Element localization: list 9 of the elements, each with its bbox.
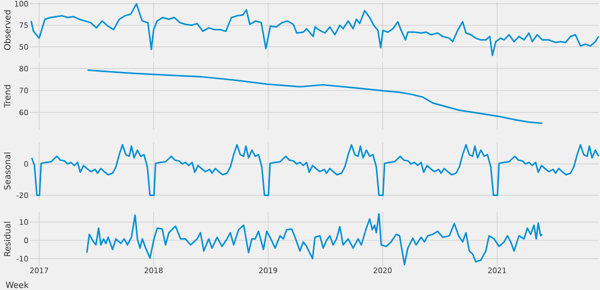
y-axis-title: Seasonal bbox=[4, 152, 10, 190]
line-series bbox=[31, 144, 600, 196]
line-series bbox=[86, 69, 543, 124]
y-axis-title: Trend bbox=[4, 85, 10, 108]
y-axis-title: Residual bbox=[4, 222, 10, 256]
line-series bbox=[30, 2, 600, 56]
y-axis-title: Observed bbox=[4, 10, 10, 50]
line-series bbox=[86, 213, 543, 266]
x-axis-title: Week bbox=[6, 282, 29, 288]
